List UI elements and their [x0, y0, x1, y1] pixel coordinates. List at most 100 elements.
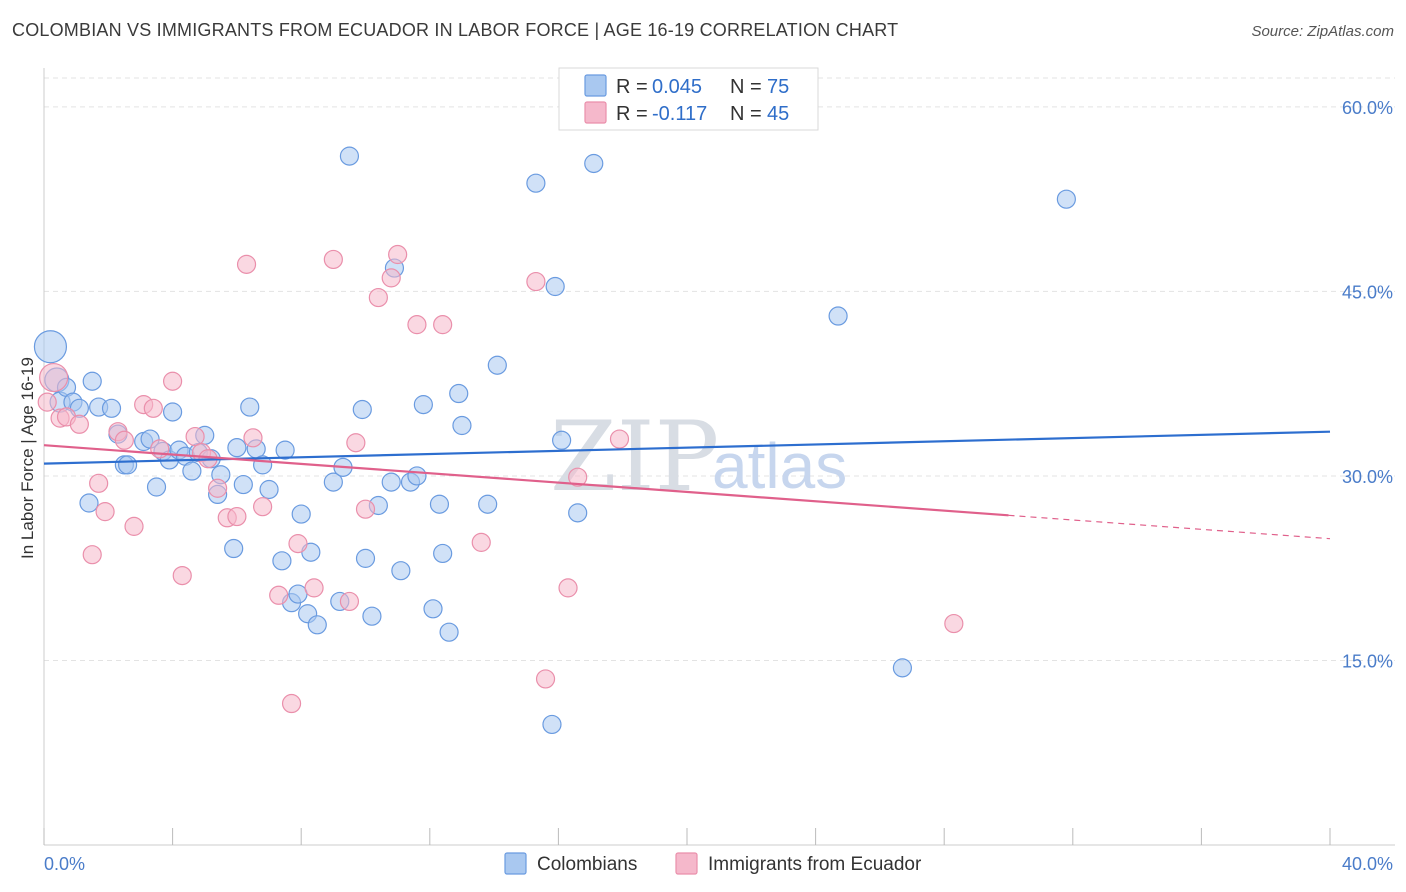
colombian-point	[478, 494, 498, 514]
x-tick-label: 0.0%	[44, 854, 85, 874]
ecuador-point	[124, 516, 144, 536]
colombian-point	[307, 615, 327, 635]
legend-n-value-1: 75	[767, 76, 789, 98]
bottom-legend-swatch-colombians	[504, 852, 527, 875]
y-axis-title: In Labor Force | Age 16-19	[18, 357, 37, 559]
legend-r-label-2: R =	[616, 103, 648, 125]
colombian-point	[433, 543, 453, 564]
colombian-point	[391, 561, 411, 581]
colombian-point	[487, 355, 507, 375]
colombian-point	[1056, 189, 1076, 209]
y-tick-label: 30.0%	[1342, 467, 1393, 487]
ecuador-point	[269, 585, 289, 605]
axes-layer: 15.0% 30.0% 45.0% 60.0% 0.0% 40.0%	[43, 68, 1395, 874]
legend-n-label-2: N =	[730, 103, 762, 125]
colombian-point	[828, 306, 848, 326]
ecuador-point	[609, 429, 630, 449]
colombian-point	[352, 399, 372, 420]
series-legend: Colombians Immigrants from Ecuador	[504, 852, 922, 875]
legend-r-value-1: 0.045	[652, 76, 702, 98]
ecuador-point	[346, 433, 366, 453]
colombian-point	[288, 584, 308, 604]
colombian-point	[163, 402, 183, 422]
ecuador-point	[69, 414, 89, 434]
ecuador-point	[236, 254, 257, 274]
ecuador-point	[281, 693, 302, 714]
colombian-point	[101, 398, 122, 418]
colombian-point	[423, 599, 443, 619]
correlation-legend: R = 0.045 N = 75 R = -0.117 N = 45	[558, 67, 819, 131]
legend-r-value-2: -0.117	[652, 103, 707, 125]
ecuador-point	[355, 499, 376, 519]
colombian-point	[117, 455, 138, 475]
colombian-point	[82, 371, 102, 391]
colombian-point	[452, 415, 472, 436]
bottom-legend-ecuador: Immigrants from Ecuador	[708, 854, 922, 875]
colombian-point	[439, 622, 459, 642]
source-label: Source: ZipAtlas.com	[1251, 23, 1394, 40]
legend-n-value-2: 45	[767, 103, 789, 125]
ecuador-point	[323, 249, 343, 270]
ecuador-point	[114, 430, 134, 450]
ecuador-point	[433, 315, 453, 335]
bottom-legend-colombians: Colombians	[537, 854, 637, 875]
colombian-point	[542, 714, 562, 735]
ecuador-point	[208, 478, 228, 498]
ecuador-point	[381, 268, 401, 288]
colombian-point	[224, 538, 244, 559]
legend-r-label-1: R =	[616, 76, 648, 98]
colombian-point	[362, 606, 382, 626]
grid-layer	[44, 77, 1395, 661]
colombian-point	[33, 330, 68, 364]
ecuador-trend-line	[43, 444, 1009, 517]
y-tick-label: 60.0%	[1342, 98, 1393, 118]
colombian-point	[182, 461, 202, 481]
colombian-point	[339, 146, 360, 166]
ecuador-trend-extension	[1008, 514, 1331, 540]
colombian-trend-line	[43, 430, 1331, 465]
colombian-point	[381, 472, 401, 492]
colombian-point	[413, 395, 433, 415]
colombian-point	[545, 276, 565, 297]
colombian-point	[568, 503, 588, 523]
ecuador-point	[227, 506, 247, 527]
ecuador-point	[253, 497, 273, 517]
y-tick-label: 15.0%	[1342, 651, 1393, 671]
colombian-point	[79, 493, 99, 513]
colombian-point	[233, 474, 253, 495]
ecuador-point	[407, 315, 427, 335]
ecuador-point	[568, 467, 588, 487]
watermark-zip: ZIP	[550, 401, 719, 513]
ecuador-point	[535, 669, 556, 689]
ecuador-point	[163, 371, 183, 391]
colombian-point	[449, 383, 469, 404]
ecuador-point	[143, 398, 163, 418]
colombian-point	[259, 479, 279, 500]
ecuador-point	[471, 532, 491, 552]
colombian-point	[240, 397, 260, 417]
ecuador-point	[558, 578, 578, 598]
ecuador-point	[37, 392, 57, 412]
colombian-point	[584, 153, 604, 174]
ecuador-point	[185, 426, 205, 447]
colombian-point	[429, 494, 450, 514]
trend-layer	[43, 430, 1331, 540]
colombian-point	[552, 430, 572, 450]
ecuador-point	[89, 473, 109, 493]
colombian-point	[272, 551, 292, 571]
ecuador-point	[82, 545, 102, 565]
points-layer	[33, 146, 1076, 735]
ecuador-point	[526, 271, 546, 292]
x-tick-label: 40.0%	[1342, 854, 1393, 874]
bottom-legend-swatch-ecuador	[675, 852, 698, 875]
ecuador-point	[944, 613, 964, 634]
colombian-point	[146, 477, 167, 497]
ecuador-point	[172, 565, 192, 586]
watermark-atlas: atlas	[712, 430, 847, 502]
ecuador-point	[368, 287, 388, 308]
colombian-point	[892, 658, 913, 678]
ecuador-point	[150, 439, 170, 459]
ecuador-point	[388, 244, 408, 265]
ecuador-point	[243, 428, 263, 448]
